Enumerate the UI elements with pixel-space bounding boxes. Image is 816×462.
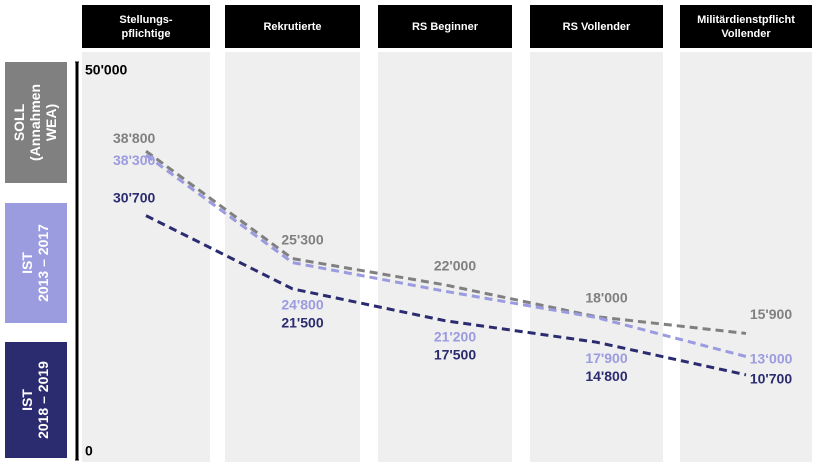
data-label: 38'800 [113, 130, 155, 146]
series-line [145, 214, 747, 377]
legend-label: IST2013 – 2017 [19, 224, 51, 302]
series-line [145, 153, 747, 358]
legend-entry: IST2013 – 2017 [19, 224, 51, 302]
column-header [225, 5, 360, 48]
data-label: 10'700 [750, 371, 792, 387]
x-tick-label: Rekrutierte [263, 21, 321, 33]
data-label: 25'300 [281, 231, 323, 247]
x-tick-label: RS Vollender [563, 21, 631, 33]
legend-swatch [5, 342, 67, 458]
x-tick-label: Stellungs-pflichtige [119, 14, 173, 40]
data-label: 38'300 [113, 152, 155, 168]
column-header [530, 5, 663, 48]
series-line [145, 149, 747, 335]
data-label: 24'800 [281, 297, 323, 313]
data-label: 22'000 [434, 258, 476, 274]
legend-label: IST2018 – 2019 [19, 361, 51, 439]
data-label: 21'200 [434, 328, 476, 344]
column-band [680, 52, 812, 462]
legend-entry: SOLL(AnnahmenWEA) [11, 84, 59, 161]
column-band [225, 52, 360, 462]
data-label: 15'900 [750, 306, 792, 322]
legend-entry: IST2018 – 2019 [19, 361, 51, 439]
column-header [378, 5, 512, 48]
data-label: 13‘000 [750, 351, 793, 367]
column-header [680, 5, 812, 48]
legend-swatch [5, 203, 67, 323]
x-tick-label: Militärdienstpflicht Vollender [697, 14, 795, 40]
data-label: 18'000 [585, 289, 627, 305]
y-tick-label: 50'000 [85, 62, 127, 78]
column-header [82, 5, 210, 48]
column-band [82, 52, 210, 462]
data-label: 30'700 [113, 189, 155, 205]
data-label: 17'900 [585, 350, 627, 366]
legend-swatch [5, 62, 67, 183]
column-band [530, 52, 663, 462]
data-label: 17'500 [434, 346, 476, 362]
legend-label: SOLL(AnnahmenWEA) [11, 84, 59, 161]
column-band [378, 52, 512, 462]
data-label: 21'500 [281, 315, 323, 331]
data-label: 14'800 [585, 368, 627, 384]
x-tick-label: RS Beginner [412, 21, 479, 33]
y-tick-label: 0 [85, 443, 93, 459]
